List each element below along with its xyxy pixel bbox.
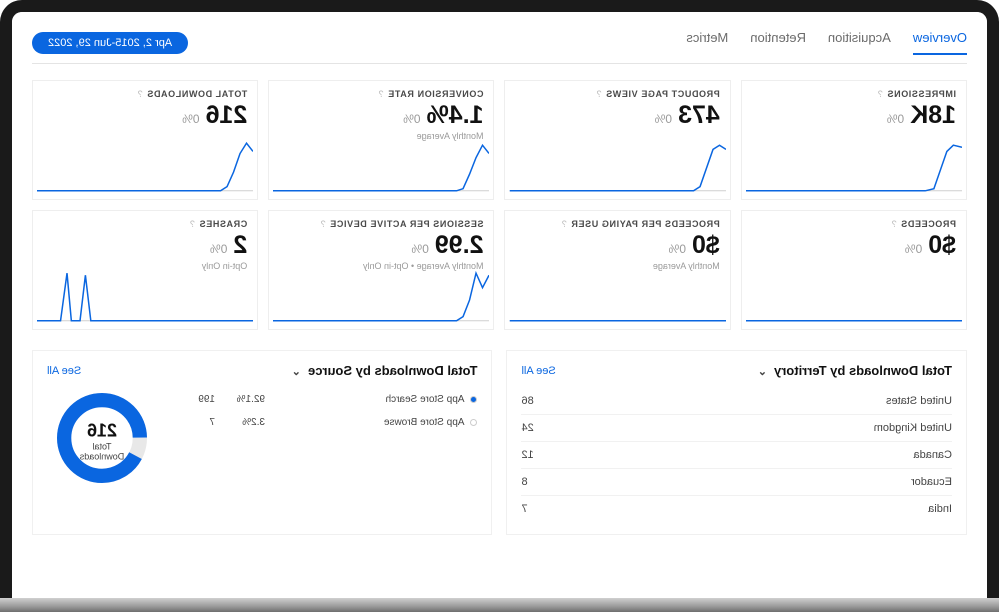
sparkline: [746, 269, 962, 327]
metric-label: SESSIONS PER ACTIVE DEVICE ?: [279, 219, 483, 229]
metric-value: 18K: [910, 101, 956, 130]
metric-delta: 0%: [887, 112, 904, 126]
metric-delta: 0%: [403, 112, 420, 126]
territory-rows: United States 86United Kingdom 24Canada …: [522, 388, 953, 522]
tab-acquisition[interactable]: Acquisition: [828, 30, 891, 55]
date-range-pill[interactable]: Apr 2, 2015-Jun 29, 2022: [32, 32, 188, 54]
source-pct: 92.1%: [215, 394, 265, 405]
table-row[interactable]: India 7: [522, 496, 953, 522]
metric-value: 2: [233, 231, 247, 260]
source-value: 199: [175, 394, 215, 405]
chevron-down-icon: ⌄: [758, 366, 770, 378]
donut-chart: 216 Total Downloads: [47, 388, 157, 493]
table-row[interactable]: United States 86: [522, 388, 953, 415]
metric-card[interactable]: IMPRESSIONS ? 18K 0%: [741, 80, 967, 200]
metric-card[interactable]: CONVERSION RATE ? 1.4% 0% Monthly Averag…: [268, 80, 494, 200]
territory-see-all[interactable]: See All: [522, 365, 556, 377]
territory-title[interactable]: Total Downloads by Territory ⌄: [758, 363, 952, 378]
table-row[interactable]: United Kingdom 24: [522, 415, 953, 442]
legend-dot-icon: [471, 419, 478, 426]
metric-card[interactable]: PROCEEDS PER PAYING USER ? $0 0% Monthly…: [505, 210, 731, 330]
territory-value: 12: [522, 449, 534, 461]
metric-label: IMPRESSIONS ?: [752, 89, 956, 99]
chevron-down-icon: ⌄: [292, 366, 304, 378]
territory-name: Ecuador: [911, 476, 952, 488]
metric-card[interactable]: TOTAL DOWNLOADS ? 216 0%: [32, 80, 258, 200]
sparkline: [37, 269, 253, 327]
tab-metrics[interactable]: Metrics: [686, 30, 728, 55]
donut-total-label: Total Downloads: [80, 441, 125, 461]
sparkline: [746, 139, 962, 197]
metric-grid: IMPRESSIONS ? 18K 0% PRODUCT PAGE VIEWS …: [32, 80, 967, 330]
metric-value: $0: [692, 231, 720, 260]
territory-value: 24: [522, 422, 534, 434]
help-icon[interactable]: ?: [561, 219, 567, 229]
sparkline: [510, 139, 726, 197]
metric-label: TOTAL DOWNLOADS ?: [43, 89, 247, 99]
metric-label: PROCEEDS PER PAYING USER ?: [516, 219, 720, 229]
metric-card[interactable]: CRASHES ? 2 0% Opt-in Only: [32, 210, 258, 330]
metric-card[interactable]: PROCEEDS ? $0 0%: [741, 210, 967, 330]
sparkline: [510, 269, 726, 327]
metric-value: 1.4%: [427, 101, 484, 130]
metric-delta: 0%: [655, 112, 672, 126]
metric-value: 216: [206, 101, 248, 130]
territory-name: United Kingdom: [874, 422, 952, 434]
metric-delta: 0%: [182, 112, 199, 126]
table-row[interactable]: Canada 12: [522, 442, 953, 469]
source-panel: Total Downloads by Source ⌄ See All App …: [32, 350, 493, 535]
sparkline: [37, 139, 253, 197]
help-icon[interactable]: ?: [877, 89, 883, 99]
metric-label: CRASHES ?: [43, 219, 247, 229]
metric-value: $0: [928, 231, 956, 260]
source-title[interactable]: Total Downloads by Source ⌄: [292, 363, 478, 378]
source-see-all[interactable]: See All: [47, 365, 81, 377]
metric-value: 473: [678, 101, 720, 130]
metric-card[interactable]: PRODUCT PAGE VIEWS ? 473 0%: [505, 80, 731, 200]
source-name: App Store Search: [265, 394, 478, 405]
territory-panel: Total Downloads by Territory ⌄ See All U…: [507, 350, 968, 535]
territory-value: 8: [522, 476, 528, 488]
table-row[interactable]: Ecuador 8: [522, 469, 953, 496]
donut-total-value: 216: [75, 420, 130, 441]
territory-name: India: [928, 503, 952, 515]
help-icon[interactable]: ?: [189, 219, 195, 229]
table-row[interactable]: App Store Search 92.1% 199: [175, 388, 478, 411]
help-icon[interactable]: ?: [378, 89, 384, 99]
tab-overview[interactable]: Overview: [913, 30, 967, 55]
laptop-base: [0, 598, 999, 612]
tab-list: Overview Acquisition Retention Metrics: [686, 30, 967, 55]
source-rows: App Store Search 92.1% 199 App Store Bro…: [175, 388, 478, 434]
metric-delta: 0%: [669, 242, 686, 256]
metric-label: CONVERSION RATE ?: [279, 89, 483, 99]
sparkline: [273, 139, 489, 197]
top-bar: Overview Acquisition Retention Metrics A…: [32, 30, 967, 64]
help-icon[interactable]: ?: [891, 219, 897, 229]
metric-delta: 0%: [905, 242, 922, 256]
source-name: App Store Browse: [265, 417, 478, 428]
source-value: 7: [175, 417, 215, 428]
source-pct: 3.2%: [215, 417, 265, 428]
legend-dot-icon: [471, 396, 478, 403]
metric-card[interactable]: SESSIONS PER ACTIVE DEVICE ? 2.99 0% Mon…: [268, 210, 494, 330]
metric-label: PRODUCT PAGE VIEWS ?: [516, 89, 720, 99]
help-icon[interactable]: ?: [137, 89, 143, 99]
territory-value: 86: [522, 395, 534, 407]
help-icon[interactable]: ?: [596, 89, 602, 99]
metric-delta: 0%: [210, 242, 227, 256]
tab-retention[interactable]: Retention: [750, 30, 806, 55]
table-row[interactable]: App Store Browse 3.2% 7: [175, 411, 478, 434]
metric-delta: 0%: [411, 242, 428, 256]
help-icon[interactable]: ?: [320, 219, 326, 229]
territory-name: United States: [886, 395, 952, 407]
territory-value: 7: [522, 503, 528, 515]
metric-value: 2.99: [435, 231, 484, 260]
territory-name: Canada: [913, 449, 952, 461]
sparkline: [273, 269, 489, 327]
metric-label: PROCEEDS ?: [752, 219, 956, 229]
